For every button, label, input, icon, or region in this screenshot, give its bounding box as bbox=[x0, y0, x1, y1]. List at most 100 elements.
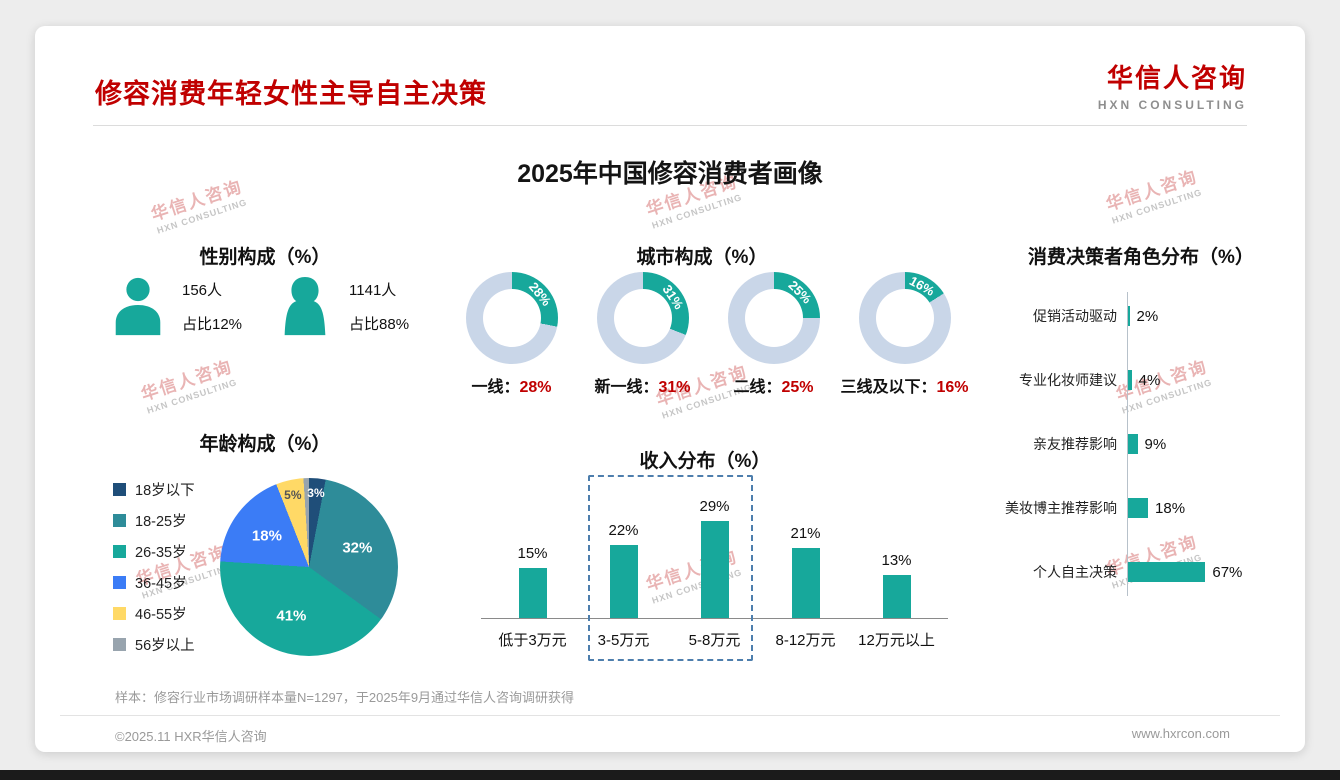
donut-caption: 新一线：31% bbox=[594, 373, 690, 397]
donut-caption-label: 新一线： bbox=[594, 379, 659, 396]
donut-value-label: 25% bbox=[785, 277, 815, 307]
female-person-icon bbox=[284, 276, 326, 336]
donut-caption-value: 31% bbox=[658, 379, 691, 396]
age-legend: 18岁以下 18-25岁 26-35岁 36-45岁 46-55岁 56岁以上 bbox=[113, 474, 195, 660]
donut-ring: 31% bbox=[596, 272, 689, 364]
legend-swatch bbox=[113, 607, 126, 620]
donut-caption: 一线：28% bbox=[471, 373, 551, 397]
income-bar-cell-3: 21% bbox=[760, 525, 851, 618]
decision-value-label: 67% bbox=[1212, 563, 1243, 581]
income-highlight-box bbox=[588, 475, 753, 661]
decision-bar bbox=[1127, 434, 1138, 454]
sample-note: 样本：修容行业市场调研样本量N=1297，于2025年9月通过华信人咨询调研获得 bbox=[115, 690, 575, 705]
legend-swatch bbox=[113, 514, 126, 527]
income-bar bbox=[882, 574, 911, 618]
donut-cell-3: 16% 三线及以下：16% bbox=[839, 272, 970, 397]
city-donuts: 28% 一线：28% 31% 新一线：31% 25% 二线：25% 16% 三线及以下：16% bbox=[446, 272, 970, 397]
legend-item-4: 46-55岁 bbox=[113, 598, 195, 629]
income-category-label: 5-8万元 bbox=[688, 632, 741, 649]
donut-caption-label: 二线： bbox=[733, 379, 782, 396]
decision-category-label: 个人自主决策 bbox=[1033, 564, 1117, 580]
decision-category-label: 亲友推荐影响 bbox=[1033, 436, 1117, 452]
logo: 华信人咨询 HXN CONSULTING bbox=[1098, 58, 1247, 112]
income-bar-cell-2: 29% bbox=[669, 498, 760, 618]
legend-swatch bbox=[113, 576, 126, 589]
income-category-label: 低于3万元 bbox=[498, 632, 567, 649]
legend-swatch bbox=[113, 545, 126, 558]
pie-slice-label: 32% bbox=[342, 539, 373, 557]
income-category-label: 3-5万元 bbox=[597, 632, 650, 649]
male-person-icon bbox=[115, 277, 161, 336]
decision-bar bbox=[1127, 370, 1132, 390]
legend-item-3: 36-45岁 bbox=[113, 567, 195, 598]
footer-divider bbox=[60, 715, 1280, 716]
decision-row-2: 亲友推荐影响 9% bbox=[985, 412, 1300, 476]
legend-label: 36-45岁 bbox=[135, 576, 187, 592]
legend-swatch bbox=[113, 638, 126, 651]
donut-cell-1: 31% 新一线：31% bbox=[577, 272, 708, 397]
income-bar-cell-0: 15% bbox=[487, 545, 578, 618]
donut-caption-value: 25% bbox=[781, 379, 814, 396]
legend-item-1: 18-25岁 bbox=[113, 505, 195, 536]
decision-value-label: 2% bbox=[1136, 307, 1159, 325]
donut-value-label: 16% bbox=[907, 272, 938, 299]
section-title-age: 年龄构成（%） bbox=[199, 434, 331, 455]
decision-row-4: 个人自主决策 67% bbox=[985, 540, 1300, 604]
age-pie-circle: 3% 32% 41% 18% 5% bbox=[220, 478, 398, 656]
donut-value-label: 31% bbox=[659, 282, 687, 313]
pie-slice-label: 3% bbox=[307, 486, 325, 501]
decision-axis-line bbox=[1127, 292, 1128, 596]
income-category-label: 12万元以上 bbox=[858, 632, 935, 649]
income-axis-line bbox=[481, 618, 948, 619]
decision-bar bbox=[1127, 498, 1149, 518]
legend-item-2: 26-35岁 bbox=[113, 536, 195, 567]
main-title: 2025年中国修容消费者画像 bbox=[517, 160, 823, 188]
pie-slice-label: 5% bbox=[284, 487, 302, 502]
legend-swatch bbox=[113, 483, 126, 496]
page-title: 修容消费年轻女性主导自主决策 bbox=[95, 79, 487, 109]
donut-cell-2: 25% 二线：25% bbox=[708, 272, 839, 397]
income-bar bbox=[518, 568, 547, 618]
donut-caption: 三线及以下：16% bbox=[840, 373, 968, 397]
income-category-label: 8-12万元 bbox=[775, 632, 836, 649]
report-card: 华信人咨询 HXN CONSULTING 华信人咨询 HXN CONSULTING 华信… bbox=[35, 26, 1305, 752]
legend-label: 46-55岁 bbox=[135, 607, 187, 623]
legend-label: 26-35岁 bbox=[135, 545, 187, 561]
pie-slice-label: 41% bbox=[276, 607, 307, 625]
income-value-label: 29% bbox=[699, 498, 730, 516]
header-divider bbox=[93, 125, 1247, 126]
gender-item-male: 156人 占比12% bbox=[107, 274, 242, 338]
decision-value-label: 4% bbox=[1138, 371, 1161, 389]
income-bar bbox=[791, 548, 820, 618]
gender-item-female: 1141人 占比88% bbox=[274, 274, 409, 338]
income-categories: 低于3万元 3-5万元 5-8万元 8-12万元 12万元以上 bbox=[487, 619, 942, 650]
male-count: 156人 bbox=[182, 281, 223, 299]
section-title-gender: 性别构成（%） bbox=[199, 247, 331, 268]
bottom-strip bbox=[0, 770, 1340, 780]
donut-caption-value: 28% bbox=[519, 379, 552, 396]
logo-text-en: HXN CONSULTING bbox=[1097, 98, 1247, 112]
footer-copyright: ©2025.11 HXR华信人咨询 bbox=[115, 729, 267, 744]
age-pie: 3% 32% 41% 18% 5% bbox=[220, 478, 398, 656]
decision-row-0: 促销活动驱动 2% bbox=[985, 284, 1300, 348]
decision-category-label: 美妆博主推荐影响 bbox=[1005, 500, 1117, 516]
section-title-city: 城市构成（%） bbox=[636, 247, 768, 268]
male-share: 占比12% bbox=[182, 315, 243, 333]
gender-male-texts: 156人 占比12% bbox=[182, 279, 242, 334]
income-value-label: 21% bbox=[790, 525, 821, 543]
section-title-decision: 消费决策者角色分布（%） bbox=[1028, 247, 1254, 268]
gender-chart: 156人 占比12% 1141人 占比88% bbox=[107, 274, 409, 338]
female-count: 1141人 bbox=[349, 281, 397, 299]
female-share: 占比88% bbox=[349, 315, 410, 333]
section-title-income: 收入分布（%） bbox=[639, 451, 771, 472]
income-bar bbox=[609, 544, 638, 618]
income-value-label: 22% bbox=[608, 521, 639, 539]
donut-ring: 25% bbox=[727, 272, 820, 364]
decision-row-3: 美妆博主推荐影响 18% bbox=[985, 476, 1300, 540]
donut-ring: 16% bbox=[858, 272, 951, 364]
legend-item-5: 56岁以上 bbox=[113, 629, 195, 660]
donut-caption-value: 16% bbox=[936, 379, 969, 396]
donut-cell-0: 28% 一线：28% bbox=[446, 272, 577, 397]
watermark-3: 华信人咨询 HXN CONSULTING bbox=[111, 344, 265, 425]
footer-website: www.hxrcon.com bbox=[1131, 726, 1230, 741]
